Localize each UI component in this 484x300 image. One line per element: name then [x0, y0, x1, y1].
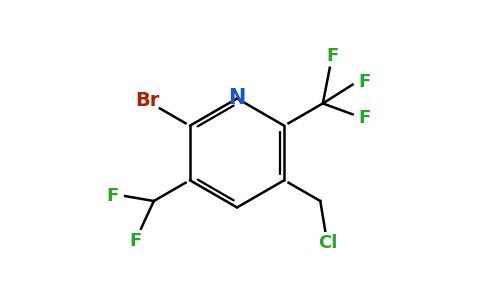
Text: Cl: Cl	[318, 234, 338, 252]
Text: F: F	[358, 73, 371, 91]
Text: F: F	[327, 47, 339, 65]
Text: N: N	[228, 88, 246, 109]
Text: F: F	[358, 109, 371, 127]
Text: F: F	[106, 187, 118, 205]
Text: Br: Br	[135, 92, 159, 110]
Text: F: F	[130, 232, 142, 250]
